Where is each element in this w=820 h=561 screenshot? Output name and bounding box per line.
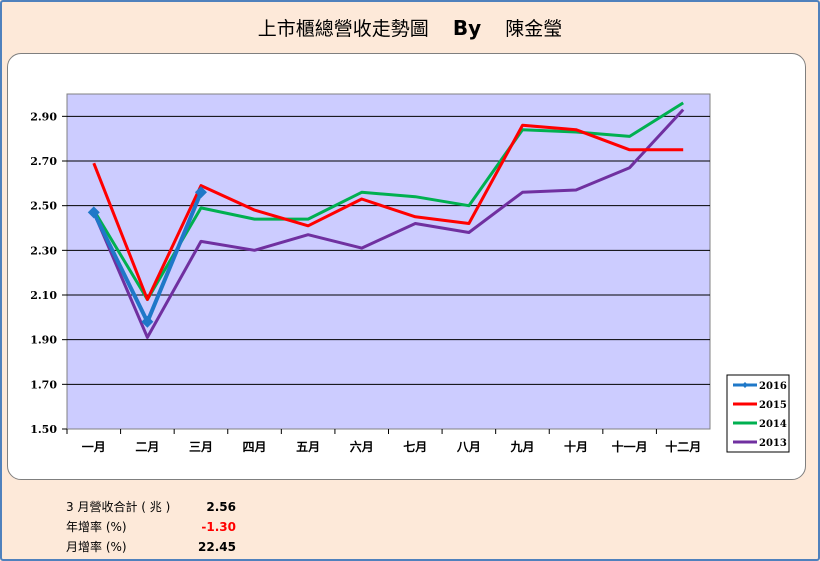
revenue-label: 3 月營收合計 ( 兆 ) xyxy=(66,500,171,514)
x-tick-label: 八月 xyxy=(456,440,481,454)
legend: 2016 2015 2014 2013 xyxy=(726,374,790,453)
series-line-2015 xyxy=(92,123,684,301)
y-tick-label: 1.90 xyxy=(30,334,57,347)
mom-label: 月增率 (%) xyxy=(66,540,127,554)
legend-label-2014: 2014 xyxy=(759,419,787,430)
summary-revenue-row: 3 月營收合計 ( 兆 ) 2.56 xyxy=(66,497,306,517)
x-tick-label: 十月 xyxy=(564,439,588,454)
y-axis: 1.50 1.70 1.90 2.10 2.30 2.50 2.70 2.90 xyxy=(30,110,67,436)
x-tick-label: 七月 xyxy=(403,440,427,454)
x-tick-label: 九月 xyxy=(509,439,534,454)
y-tick-label: 2.10 xyxy=(30,289,57,302)
yoy-label: 年增率 (%) xyxy=(66,520,127,534)
series-point-2016 xyxy=(87,206,100,219)
revenue-value: 2.56 xyxy=(206,500,236,514)
x-tick-label: 五月 xyxy=(296,440,320,454)
series-point-2016 xyxy=(194,186,207,199)
legend-label-2016: 2016 xyxy=(759,381,787,392)
summary-mom-row: 月增率 (%) 22.45 xyxy=(66,537,306,557)
y-tick-label: 2.50 xyxy=(30,200,57,213)
series-line-2013 xyxy=(92,108,685,339)
series-lines xyxy=(87,101,685,339)
y-tick-label: 2.70 xyxy=(30,155,57,168)
series-point-2016 xyxy=(141,315,154,328)
x-tick-label: 十二月 xyxy=(665,439,701,454)
x-tick-label: 六月 xyxy=(350,439,374,454)
legend-marker-2016 xyxy=(742,382,748,388)
yoy-value: -1.30 xyxy=(201,520,236,534)
title-main: 上市櫃總營收走勢圖 xyxy=(257,18,429,40)
x-tick-label: 三月 xyxy=(189,440,213,454)
x-tick-label: 四月 xyxy=(243,440,267,454)
title-by: By xyxy=(452,16,482,40)
title-author: 陳金瑩 xyxy=(505,18,563,40)
legend-label-2015: 2015 xyxy=(759,400,787,411)
x-tick-label: 十一月 xyxy=(612,439,648,454)
page-title: 上市櫃總營收走勢圖 By 陳金瑩 xyxy=(0,14,820,41)
summary-yoy-row: 年增率 (%) -1.30 xyxy=(66,517,306,537)
summary-panel: 3 月營收合計 ( 兆 ) 2.56 年增率 (%) -1.30 月增率 (%)… xyxy=(66,497,306,557)
mom-value: 22.45 xyxy=(198,540,236,554)
legend-label-2013: 2013 xyxy=(759,438,787,449)
y-tick-label: 2.90 xyxy=(30,110,57,123)
grid-lines xyxy=(67,115,710,385)
legend-box xyxy=(726,374,790,453)
y-tick-label: 1.50 xyxy=(30,423,57,436)
y-tick-label: 2.30 xyxy=(30,244,57,257)
y-tick-label: 1.70 xyxy=(30,378,57,391)
x-tick-label: 一月 xyxy=(82,440,106,454)
x-axis: 一月 二月 三月 四月 五月 六月 七月 八月 九月 十月 十一月 十二月 xyxy=(66,429,701,454)
x-tick-label: 二月 xyxy=(135,440,159,454)
